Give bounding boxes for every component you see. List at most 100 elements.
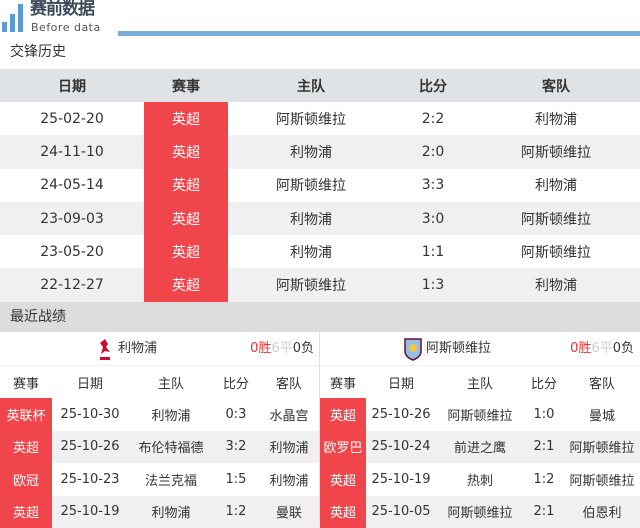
cell-score: 3:3 [394,169,472,202]
column-header-competition: 赛事 [0,366,52,398]
cell-away-team: 利物浦 [472,169,640,202]
cell-away-team: 利物浦 [258,463,320,496]
cell-score: 1:1 [394,235,472,268]
cell-score: 1:5 [214,463,258,496]
cell-date: 23-09-03 [0,202,144,235]
recent-title: 最近战绩 [0,302,640,332]
team-record: 0胜6平0负 [250,341,314,357]
cell-away-team: 曼联 [258,496,320,528]
cell-score: 2:2 [394,102,472,135]
cell-home-team: 利物浦 [228,135,394,168]
cell-home-team: 利物浦 [128,398,214,431]
cell-score: 2:1 [524,496,564,528]
cell-date: 25-10-19 [52,496,128,528]
cell-home-team: 布伦特福德 [128,431,214,464]
team-name: 利物浦 [118,341,157,357]
cell-date: 25-10-26 [366,398,436,431]
cell-score: 2:0 [394,135,472,168]
column-header-away-team: 客队 [258,366,320,398]
logo-title: 赛前数据 [30,0,94,19]
cell-home-team: 阿斯顿维拉 [228,102,394,135]
cell-competition: 英超 [144,102,228,135]
cell-home-team: 阿斯顿维拉 [436,496,524,528]
cell-date: 25-10-05 [366,496,436,528]
cell-score: 1:3 [394,268,472,301]
cell-score: 1:2 [524,463,564,496]
cell-home-team: 利物浦 [228,235,394,268]
cell-home-team: 阿斯顿维拉 [228,169,394,202]
column-header-home-team: 主队 [436,366,524,398]
cell-home-team: 利物浦 [228,202,394,235]
cell-competition: 欧罗巴 [320,431,366,464]
cell-home-team: 利物浦 [128,496,214,528]
cell-score: 3:0 [394,202,472,235]
cell-score: 2:1 [524,431,564,464]
cell-competition: 英联杯 [0,398,52,431]
cell-competition: 英超 [320,496,366,528]
column-header-home-team: 主队 [228,69,394,102]
cell-date: 24-11-10 [0,135,144,168]
cell-competition: 英超 [144,235,228,268]
column-header-date: 日期 [0,69,144,102]
cell-date: 25-10-19 [366,463,436,496]
team-record: 0胜6平0负 [570,341,634,357]
cell-competition: 英超 [144,135,228,168]
cell-away-team: 阿斯顿维拉 [564,431,640,464]
column-header-away-team: 客队 [564,366,640,398]
column-header-score: 比分 [214,366,258,398]
cell-competition: 英超 [0,496,52,528]
cell-date: 25-10-26 [52,431,128,464]
cell-date: 25-10-30 [52,398,128,431]
cell-away-team: 阿斯顿维拉 [472,135,640,168]
cell-competition: 英超 [144,268,228,301]
cell-home-team: 阿斯顿维拉 [228,268,394,301]
column-header-away-team: 客队 [472,69,640,102]
cell-competition: 英超 [320,398,366,431]
column-header-competition: 赛事 [320,366,366,398]
cell-home-team: 前进之鹰 [436,431,524,464]
cell-competition: 英超 [320,463,366,496]
cell-away-team: 利物浦 [472,102,640,135]
cell-competition: 欧冠 [0,463,52,496]
cell-home-team: 法兰克福 [128,463,214,496]
cell-away-team: 利物浦 [258,431,320,464]
column-header-date: 日期 [52,366,128,398]
column-header-competition: 赛事 [144,69,228,102]
column-header-score: 比分 [394,69,472,102]
cell-date: 25-02-20 [0,102,144,135]
column-header-score: 比分 [524,366,564,398]
team-name: 阿斯顿维拉 [426,341,491,357]
cell-competition: 英超 [0,431,52,464]
h2h-title: 交锋历史 [10,43,66,61]
cell-away-team: 曼城 [564,398,640,431]
cell-away-team: 利物浦 [472,268,640,301]
cell-home-team: 阿斯顿维拉 [436,398,524,431]
header-divider [118,31,640,36]
cell-away-team: 阿斯顿维拉 [472,202,640,235]
column-header-date: 日期 [366,366,436,398]
cell-competition: 英超 [144,169,228,202]
cell-away-team: 阿斯顿维拉 [472,235,640,268]
cell-away-team: 阿斯顿维拉 [564,463,640,496]
cell-away-team: 伯恩利 [564,496,640,528]
column-header-home-team: 主队 [128,366,214,398]
cell-competition: 英超 [144,202,228,235]
logo-subtitle: Before data [31,21,101,34]
